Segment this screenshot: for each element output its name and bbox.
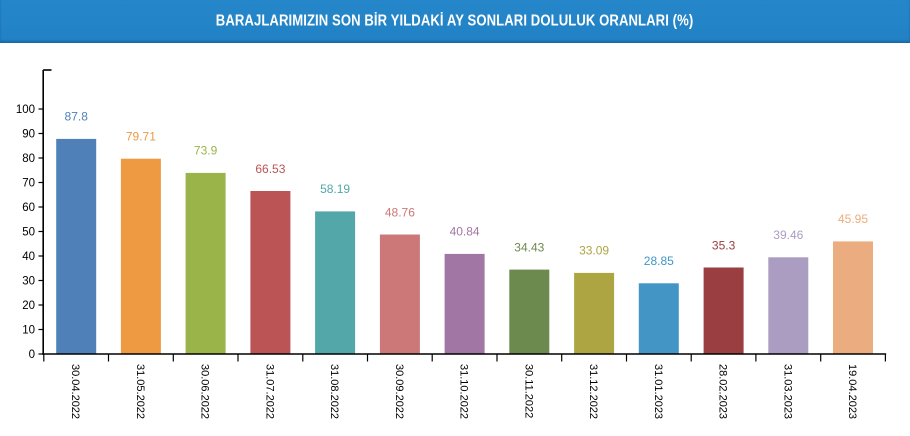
svg-text:60: 60	[22, 202, 35, 214]
svg-text:31.12.2022: 31.12.2022	[587, 364, 599, 419]
svg-text:28.85: 28.85	[644, 254, 674, 268]
svg-text:80: 80	[22, 153, 35, 165]
svg-text:19.04.2023: 19.04.2023	[846, 364, 858, 419]
svg-text:73.9: 73.9	[194, 144, 218, 158]
svg-text:70: 70	[22, 178, 35, 190]
svg-text:50: 50	[22, 227, 35, 239]
svg-text:31.05.2022: 31.05.2022	[134, 364, 146, 419]
svg-text:0: 0	[29, 349, 35, 361]
svg-text:87.8: 87.8	[65, 110, 89, 124]
svg-text:34.43: 34.43	[514, 240, 544, 254]
svg-text:40.84: 40.84	[450, 225, 480, 239]
svg-text:35.3: 35.3	[712, 238, 736, 252]
svg-text:100: 100	[16, 104, 35, 116]
svg-text:45.95: 45.95	[838, 212, 868, 226]
svg-text:31.08.2022: 31.08.2022	[328, 364, 340, 419]
svg-text:30.06.2022: 30.06.2022	[199, 364, 211, 419]
svg-text:28.02.2023: 28.02.2023	[717, 364, 729, 419]
svg-text:30.11.2022: 30.11.2022	[522, 364, 534, 418]
svg-text:39.46: 39.46	[773, 228, 803, 242]
svg-text:48.76: 48.76	[385, 205, 415, 219]
svg-text:33.09: 33.09	[579, 244, 609, 258]
svg-text:31.07.2022: 31.07.2022	[263, 364, 275, 419]
svg-text:30: 30	[22, 276, 35, 288]
svg-text:79.71: 79.71	[126, 130, 156, 144]
svg-text:30.04.2022: 30.04.2022	[69, 364, 81, 419]
svg-text:58.19: 58.19	[320, 182, 350, 196]
svg-text:31.10.2022: 31.10.2022	[458, 364, 470, 419]
svg-text:10: 10	[22, 325, 35, 337]
svg-text:20: 20	[22, 300, 35, 312]
svg-text:66.53: 66.53	[255, 162, 285, 176]
svg-text:31.03.2023: 31.03.2023	[781, 364, 793, 419]
svg-text:90: 90	[22, 129, 35, 141]
svg-text:31.01.2023: 31.01.2023	[652, 364, 664, 419]
svg-text:40: 40	[22, 251, 35, 263]
svg-text:30.09.2022: 30.09.2022	[393, 364, 405, 419]
